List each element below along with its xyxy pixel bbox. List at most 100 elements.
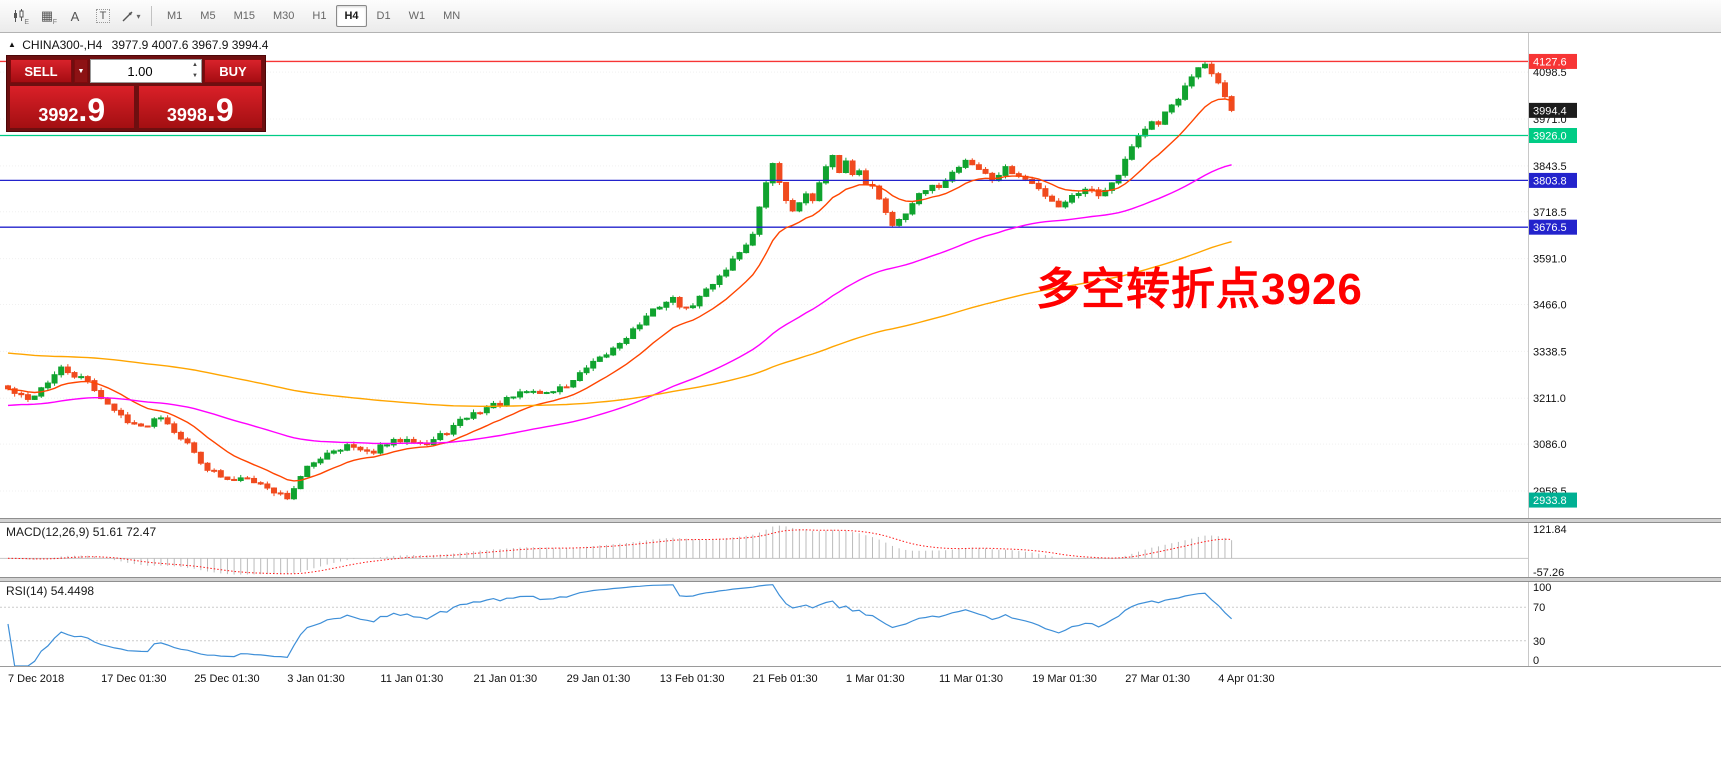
timeframe-button-m15[interactable]: M15	[233, 10, 255, 22]
time-axis-label: 11 Mar 01:30	[939, 673, 1003, 685]
buy-button[interactable]: BUY	[204, 59, 262, 83]
price-axis: 4098.53971.03843.53718.53591.03466.03338…	[1528, 33, 1577, 666]
grid-glyph: ▦	[40, 8, 54, 23]
toolbar: E ▦ F A T ▾ M1 M5 M15 M30 H1 H4 D1 W1 MN	[0, 0, 1721, 33]
price-badge	[1529, 102, 1577, 118]
chart-canvas[interactable]: 4098.53971.03843.53718.53591.03466.03338…	[0, 33, 1721, 759]
text-label-icon[interactable]: A	[62, 4, 88, 28]
macd-values: 51.61 72.47	[92, 525, 157, 539]
chevron-down-icon: ▼	[77, 67, 85, 75]
volume-decrease-button[interactable]: ▼	[192, 73, 198, 79]
time-axis-label: 21 Feb 01:30	[753, 673, 818, 685]
price-axis-label: 3591.0	[1533, 254, 1567, 266]
time-axis-label: 21 Jan 01:30	[474, 673, 538, 685]
rsi-axis-label: 100	[1533, 582, 1551, 594]
price-axis-label: 4098.5	[1533, 67, 1567, 79]
macd-name: MACD(12,26,9)	[6, 525, 90, 539]
ma-60-line	[7, 164, 1232, 445]
icon-subscript: F	[52, 19, 57, 26]
chart-annotation-text: 多空转折点3926	[1036, 265, 1363, 314]
macd-panel: 121.84 -57.26	[0, 524, 1567, 579]
price-badge	[1529, 492, 1577, 508]
time-axis-label: 17 Dec 01:30	[101, 673, 166, 685]
time-axis-label: 3 Jan 01:30	[287, 673, 345, 685]
ask-price-text: 3998.9	[167, 94, 234, 126]
chevron-down-icon: ▾	[136, 11, 141, 21]
timeframe-button-m1[interactable]: M1	[167, 10, 183, 22]
price-axis-label: 3466.0	[1533, 300, 1567, 312]
ask-price-tile[interactable]: 3998.9	[138, 86, 262, 128]
trade-options-caret-button[interactable]: ▼	[74, 59, 88, 83]
symbol-collapse-icon: ▲	[8, 40, 16, 49]
drawing-tools-icon[interactable]: ▾	[118, 4, 144, 28]
price-badge-label: 3803.8	[1533, 175, 1567, 187]
time-axis-label: 19 Mar 01:30	[1032, 673, 1097, 685]
panel-splitter	[0, 577, 1721, 582]
chart-symbol-header: ▲ CHINA300-,H4 3977.9 4007.6 3967.9 3994…	[8, 38, 268, 52]
timeframe-button-d1[interactable]: D1	[376, 10, 391, 22]
grid-icon[interactable]: ▦ F	[34, 4, 60, 28]
time-axis: 7 Dec 2018 17 Dec 01:30 25 Dec 01:30 3 Jan …	[0, 666, 1721, 685]
volume-input[interactable]	[90, 59, 202, 83]
rsi-line	[7, 584, 1233, 667]
price-badge	[1529, 128, 1577, 144]
sell-button[interactable]: SELL	[10, 59, 72, 83]
volume-field-wrap: ▲ ▼	[90, 59, 202, 83]
candlestick-chart-icon[interactable]: E	[6, 4, 32, 28]
price-badge	[1529, 219, 1577, 235]
price-axis-label: 3843.5	[1533, 161, 1567, 173]
price-badge-label: 4127.6	[1533, 56, 1567, 68]
bid-price-text: 3992.9	[38, 94, 105, 126]
ma-13-line	[7, 98, 1232, 482]
time-axis-label: 29 Jan 01:30	[567, 673, 631, 685]
rsi-axis-label: 70	[1533, 602, 1545, 614]
symbol-name: CHINA300-,H4	[22, 38, 103, 52]
ohlc-values: 3977.9 4007.6 3967.9 3994.4	[111, 38, 269, 52]
diagonal-line-glyph	[122, 11, 133, 21]
price-badge	[1529, 172, 1577, 188]
timeframe-group: M1 M5 M15 M30 H1 H4 D1 W1 MN	[159, 5, 468, 27]
price-badge-label: 3994.4	[1533, 105, 1567, 117]
rsi-axis-label: 0	[1533, 655, 1539, 667]
rsi-panel: 100 70 30 0	[0, 582, 1551, 667]
bid-main-digits: 3992	[38, 105, 79, 125]
bid-big-digit: .9	[78, 92, 106, 128]
letter-t-glyph: T	[95, 9, 111, 23]
candles-glyph	[14, 9, 24, 22]
volume-increase-button[interactable]: ▲	[192, 62, 198, 68]
panel-splitter	[0, 518, 1721, 523]
chart-area: 4098.5 3971.0 3843.5 3718.5 3591.0 3466.0 3338…	[0, 33, 1721, 759]
moving-averages	[7, 98, 1232, 482]
rsi-axis-label: 30	[1533, 636, 1545, 648]
text-box-icon[interactable]: T	[90, 4, 116, 28]
macd-indicator-label: MACD(12,26,9) 51.61 72.47	[6, 525, 156, 539]
volume-spinner: ▲ ▼	[190, 61, 200, 81]
price-axis-label: 3211.0	[1533, 393, 1566, 405]
time-axis-label: 7 Dec 2018	[8, 673, 64, 685]
timeframe-button-h4[interactable]: H4	[336, 5, 367, 27]
timeframe-button-w1[interactable]: W1	[408, 10, 426, 22]
time-axis-label: 25 Dec 01:30	[194, 673, 259, 685]
price-badge	[1529, 53, 1577, 69]
timeframe-button-mn[interactable]: MN	[443, 10, 461, 22]
ask-big-digit: .9	[206, 92, 234, 128]
timeframe-button-m5[interactable]: M5	[200, 10, 216, 22]
time-axis-label: 27 Mar 01:30	[1125, 673, 1190, 685]
toolbar-separator	[151, 6, 152, 26]
macd-axis-min: -57.26	[1533, 567, 1564, 579]
ask-main-digits: 3998	[166, 105, 207, 125]
price-badge-label: 2933.8	[1533, 495, 1567, 507]
price-badge-label: 3926.0	[1533, 131, 1567, 143]
price-axis-label: 3718.5	[1533, 207, 1567, 219]
icon-subscript: E	[24, 19, 29, 26]
timeframe-button-m30[interactable]: M30	[272, 10, 295, 22]
rsi-indicator-label: RSI(14) 54.4498	[6, 584, 94, 598]
timeframe-button-h1[interactable]: H1	[312, 10, 327, 22]
one-click-trading-panel: SELL ▼ ▲ ▼ BUY 3992.9	[6, 55, 266, 132]
macd-axis-max: 121.84	[1533, 524, 1567, 536]
time-axis-label: 11 Jan 01:30	[380, 673, 443, 685]
bid-price-tile[interactable]: 3992.9	[10, 86, 134, 128]
price-badge-label: 3676.5	[1533, 222, 1567, 234]
time-axis-label: 13 Feb 01:30	[660, 673, 725, 685]
